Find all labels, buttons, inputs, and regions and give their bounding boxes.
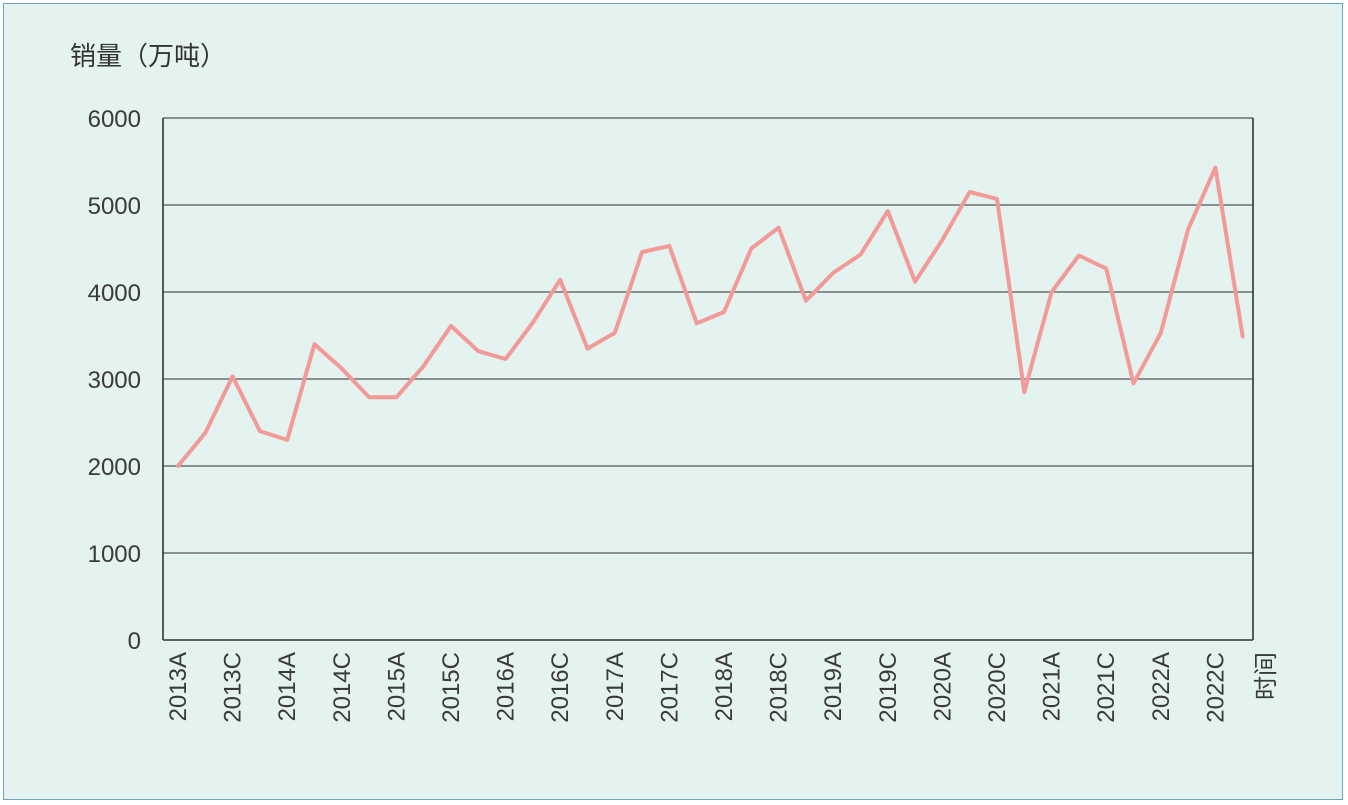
- x-tick-label: 2016A: [493, 652, 520, 721]
- x-tick-label: 2013A: [165, 652, 192, 721]
- x-tick-label: 2014C: [329, 652, 356, 723]
- data-point: [940, 238, 944, 242]
- x-tick-label: 2016C: [547, 652, 574, 723]
- data-point: [613, 331, 617, 335]
- y-axis-title: 销量（万吨）: [70, 42, 226, 72]
- data-point: [1050, 290, 1054, 294]
- x-tick-labels: 2013A 2013C 2014A 2014C 2015A 2015C 2016A 2016C…: [165, 652, 1229, 723]
- data-point: [203, 431, 207, 435]
- x-tick-label: 2020C: [984, 652, 1011, 723]
- data-point: [667, 244, 671, 248]
- y-tick-label: 0: [128, 628, 141, 655]
- y-tick-label: 2000: [88, 454, 141, 481]
- series-group: [176, 165, 1245, 468]
- x-tick-label: 2017A: [602, 652, 629, 721]
- data-point: [995, 197, 999, 201]
- data-point: [367, 395, 371, 399]
- x-tick-label: 2017C: [656, 652, 683, 723]
- data-point: [886, 209, 890, 213]
- series-line: [176, 165, 1245, 468]
- data-point: [476, 349, 480, 353]
- data-point: [1104, 267, 1108, 271]
- data-point: [176, 464, 180, 468]
- y-tick-label: 5000: [88, 193, 141, 220]
- x-tick-label: 2015A: [383, 652, 410, 721]
- y-tick-label: 4000: [88, 280, 141, 307]
- x-tick-label: 2021A: [1039, 652, 1066, 721]
- data-point: [777, 226, 781, 230]
- data-point: [313, 342, 316, 346]
- x-tick-label: 2018C: [766, 652, 793, 723]
- data-point: [1159, 331, 1163, 335]
- data-point: [422, 364, 426, 368]
- data-point: [231, 374, 235, 378]
- data-point: [722, 310, 726, 314]
- x-tick-label: 2015C: [438, 652, 465, 723]
- data-point: [749, 247, 753, 250]
- data-point: [640, 250, 644, 254]
- x-tick-label: 2019A: [820, 652, 847, 721]
- data-point: [1022, 390, 1026, 394]
- chart-frame: [3, 3, 1343, 800]
- data-point: [258, 429, 262, 433]
- y-tick-label: 6000: [88, 106, 141, 133]
- data-point: [968, 190, 972, 194]
- data-point: [340, 367, 344, 371]
- data-point: [531, 320, 535, 324]
- data-point: [695, 321, 699, 325]
- data-point: [913, 280, 917, 284]
- y-tick-label: 1000: [88, 541, 141, 568]
- x-tick-label: 2020A: [929, 652, 956, 721]
- data-point: [1241, 334, 1245, 338]
- x-tick-label: 2021C: [1093, 652, 1120, 723]
- gridlines: [162, 117, 1254, 641]
- data-point: [586, 347, 589, 351]
- data-point: [831, 271, 835, 275]
- x-axis-title: 时间: [1252, 652, 1280, 700]
- x-tick-label: 2019C: [875, 652, 902, 723]
- data-point: [1186, 227, 1190, 231]
- data-point: [394, 395, 398, 399]
- x-tick-label: 2022C: [1202, 652, 1229, 723]
- data-point: [804, 299, 808, 303]
- x-tick-label: 2018A: [711, 652, 738, 721]
- data-point: [449, 324, 453, 328]
- x-tick-label: 2013C: [220, 652, 247, 723]
- data-point: [859, 253, 862, 257]
- data-point: [558, 278, 562, 282]
- x-tick-label: 2022A: [1148, 652, 1175, 721]
- data-point: [285, 438, 289, 442]
- y-tick-labels: 0 1000 2000 3000 4000 5000 6000: [88, 106, 141, 655]
- x-tick-label: 2014A: [274, 652, 301, 721]
- data-point: [504, 357, 508, 361]
- data-point: [1213, 166, 1217, 170]
- data-point: [1077, 253, 1081, 257]
- data-point: [1132, 381, 1135, 385]
- y-tick-label: 3000: [88, 367, 141, 394]
